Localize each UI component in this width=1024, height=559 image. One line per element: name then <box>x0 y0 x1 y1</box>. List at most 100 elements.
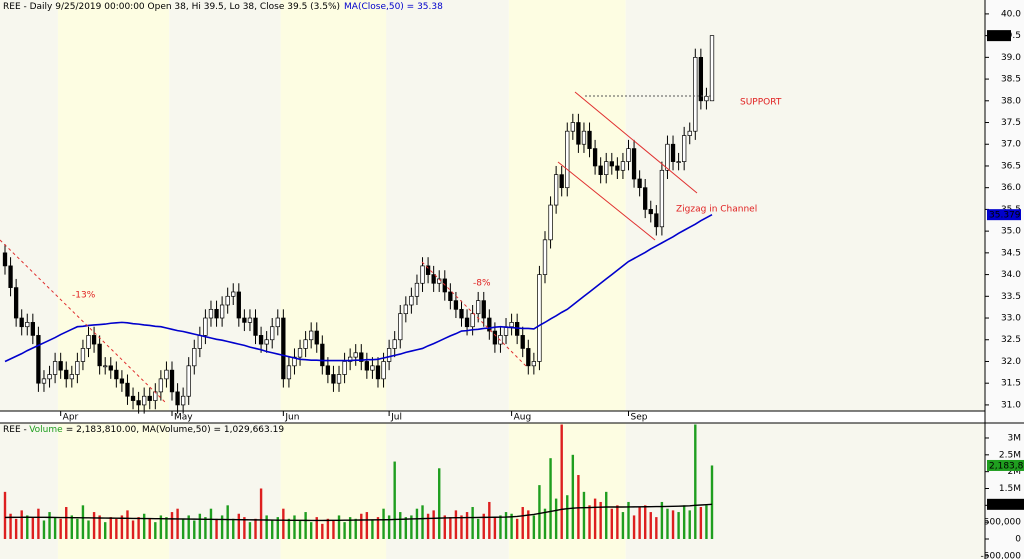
candle-body <box>286 365 292 380</box>
volume-bar <box>37 508 40 539</box>
volume-bar <box>48 512 51 539</box>
candle-body <box>425 265 431 275</box>
candle-body <box>130 395 136 401</box>
y-tick-label: 38.0 <box>1001 96 1021 106</box>
annotation: -13% <box>72 291 96 301</box>
y-tick-label: 36.5 <box>1001 161 1021 171</box>
candle-body <box>309 330 314 341</box>
candle-body <box>91 335 97 345</box>
y-tick-label: 34.5 <box>1001 248 1021 258</box>
candle-body <box>704 96 709 102</box>
candle-body <box>13 287 19 319</box>
volume-bar <box>660 501 664 539</box>
candle-body <box>542 239 548 275</box>
y-tick-label: 39.0 <box>1001 53 1021 63</box>
candle-body <box>687 130 692 136</box>
volume-bar <box>566 495 569 539</box>
volume-bar <box>187 515 190 539</box>
volume-bar <box>154 522 157 539</box>
value-marker <box>987 459 1024 471</box>
candle-body <box>236 291 241 319</box>
candle-body <box>414 282 420 297</box>
month-band <box>0 0 58 411</box>
annotation: SUPPORT <box>740 98 782 108</box>
x-tick-label: May <box>174 413 193 423</box>
candle-body <box>142 395 147 406</box>
volume-bar <box>638 507 641 539</box>
volume-bar <box>337 515 341 539</box>
x-tick-label: Aug <box>514 413 532 423</box>
candle-body <box>253 317 258 336</box>
volume-bar <box>142 513 146 539</box>
candle-body <box>342 361 347 375</box>
candle-body <box>30 322 35 336</box>
candle-body <box>592 148 598 167</box>
volume-bar <box>577 475 580 539</box>
candle-body <box>693 56 698 132</box>
candle-body <box>225 295 230 306</box>
volume-bar <box>515 518 519 539</box>
candle-body <box>448 291 453 301</box>
volume-bar <box>588 505 591 539</box>
candle-body <box>292 356 297 367</box>
volume-bar <box>360 513 363 539</box>
candle-body <box>147 395 152 401</box>
candle-body <box>481 300 486 319</box>
y-tick-label: 3M <box>1008 433 1022 443</box>
candle-body <box>203 317 208 336</box>
candle-body <box>464 317 470 328</box>
candle-body <box>186 365 191 397</box>
volume-bar <box>259 488 263 539</box>
candle-body <box>643 187 648 210</box>
candle-body <box>303 339 308 349</box>
volume-bar <box>237 513 241 539</box>
volume-bar <box>59 518 62 539</box>
candle-body <box>559 174 564 189</box>
volume-bar <box>70 515 74 539</box>
candle-body <box>381 361 386 380</box>
candle-body <box>576 122 581 145</box>
candle-body <box>537 274 542 362</box>
volume-bar <box>14 518 18 539</box>
volume-bar <box>582 491 586 539</box>
volume-bar <box>426 513 430 539</box>
plot <box>2 35 715 539</box>
volume-bar <box>415 508 419 539</box>
volume-bar <box>465 512 469 539</box>
y-tick-label: 37.0 <box>1001 140 1021 150</box>
candle-body <box>192 348 197 367</box>
volume-bar <box>20 510 23 539</box>
drawings: -13% -8% SUPPORT Zigzag in Channel <box>0 91 782 403</box>
volume-bar <box>554 498 558 539</box>
volume-bar <box>354 518 357 539</box>
candle-body <box>41 378 47 384</box>
candle-body <box>620 161 626 171</box>
trend-line <box>421 261 529 369</box>
month-band <box>625 423 985 559</box>
volume-bar <box>304 512 307 539</box>
candle-body <box>570 122 575 132</box>
volume-bar <box>671 510 675 539</box>
volume-bar <box>220 515 224 539</box>
candle-body <box>197 335 202 349</box>
volume-bar <box>538 485 541 539</box>
volume-bar <box>65 507 68 539</box>
candle-body <box>403 304 408 315</box>
volume-bar <box>109 517 112 539</box>
channel-line <box>557 161 656 241</box>
volume-bar <box>232 518 235 539</box>
candle-body <box>420 265 425 284</box>
candle-body <box>242 317 247 323</box>
volume-bar <box>126 510 129 539</box>
volume-bar <box>53 517 57 539</box>
candle-body <box>108 365 113 371</box>
annotation: -8% <box>473 279 491 289</box>
candle-body <box>353 352 358 358</box>
x-tick-label: Apr <box>63 413 79 423</box>
volume-bar <box>666 508 669 539</box>
volume-bar <box>504 512 508 539</box>
candle-body <box>25 322 30 328</box>
value-marker-label: 39.5 <box>989 32 1009 42</box>
